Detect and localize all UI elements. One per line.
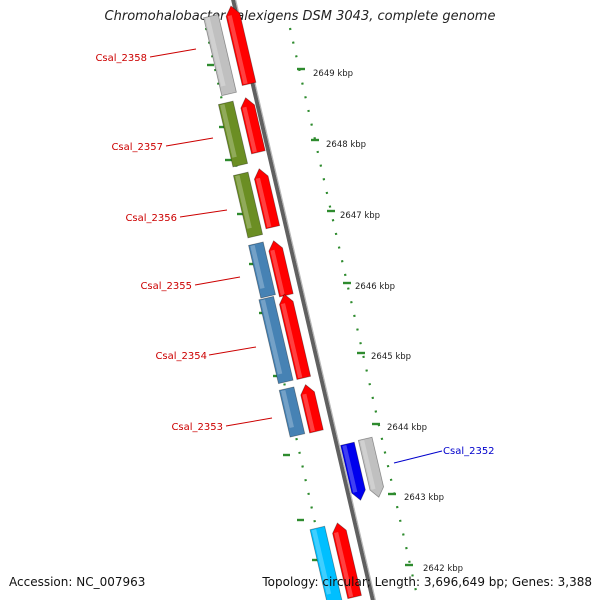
gene-block-2356 xyxy=(232,171,264,239)
cds-arrow-2354-shape xyxy=(279,293,312,380)
kbp-label-6: 2643 kbp xyxy=(404,493,444,503)
accession-text: Accession: NC_007963 xyxy=(9,575,146,589)
genome-backbone xyxy=(231,0,375,600)
cds-arrow-2354-shine xyxy=(280,303,303,379)
gene-block-2355a xyxy=(248,241,276,299)
cds-arrow-lower xyxy=(332,522,362,600)
gene-leader-1 xyxy=(165,137,214,147)
gene-block-2353-shine xyxy=(280,389,294,428)
cds-arrow-2353 xyxy=(300,383,324,434)
gene-label-1: Csal_2357 xyxy=(111,142,163,153)
kbp-label-0: 2649 kbp xyxy=(313,69,353,79)
gene-block-2358-shape xyxy=(203,13,237,97)
gene-label-4: Csal_2354 xyxy=(155,351,207,362)
gene-leader-6 xyxy=(393,450,443,464)
gene-label-5: Csal_2353 xyxy=(171,422,223,433)
cds-arrow-2357-shape xyxy=(240,97,266,155)
cds-arrow-2355-shine xyxy=(270,249,285,296)
genome-backbone-highlight xyxy=(235,0,376,600)
gene-block-2354 xyxy=(258,295,294,385)
gene-label-3: Csal_2355 xyxy=(140,281,192,292)
gene-leader-4 xyxy=(208,346,257,356)
cds-arrow-2357-shine xyxy=(242,106,257,153)
gene-block-2358-shine xyxy=(205,17,226,87)
cds-arrow-2357 xyxy=(240,97,266,155)
gene-leader-2 xyxy=(179,209,228,218)
map-title: Chromohalobacter salexigens DSM 3043, co… xyxy=(104,9,496,24)
gene-block-2352-blue-shine xyxy=(342,445,358,493)
kbp-label-4: 2645 kbp xyxy=(371,352,411,362)
gene-block-2357-shine xyxy=(220,104,237,158)
gene-block-2353 xyxy=(278,386,306,438)
cds-arrow-2356-shape xyxy=(253,168,281,230)
gene-block-2356-shape xyxy=(232,171,264,239)
gene-block-2357 xyxy=(217,100,249,168)
gene-leader-3 xyxy=(194,276,241,286)
gene-block-2352-gray-shape xyxy=(357,436,385,498)
gene-block-2357-shape xyxy=(217,100,249,168)
cds-arrow-2353-shine xyxy=(302,393,315,432)
gene-leader-5 xyxy=(225,417,273,427)
kbp-label-5: 2644 kbp xyxy=(387,423,427,433)
kbp-label-7: 2642 kbp xyxy=(423,564,463,574)
cds-arrow-lower-shine xyxy=(334,532,354,598)
gene-label-0: Csal_2358 xyxy=(95,53,147,64)
gene-block-cyan-shape xyxy=(309,525,343,600)
gene-block-cyan xyxy=(309,525,343,600)
cds-arrow-lower-shape xyxy=(332,522,362,600)
gene-block-cyan-shine xyxy=(311,529,332,595)
cds-arrow-2355-shape xyxy=(268,240,294,298)
gene-block-2356-shine xyxy=(235,175,252,229)
cds-arrow-2358-shape xyxy=(225,5,257,87)
gene-block-2352-blue xyxy=(340,441,366,501)
gene-block-2354-shine xyxy=(260,299,283,375)
gene-block-2355a-shine xyxy=(250,245,265,289)
kbp-label-3: 2646 kbp xyxy=(355,282,395,292)
gene-block-2354-shape xyxy=(258,295,294,385)
gene-block-2353-shape xyxy=(278,386,306,438)
cds-arrow-2354 xyxy=(279,293,312,380)
cds-arrow-2358-shine xyxy=(227,15,248,85)
cds-arrow-2358 xyxy=(225,5,257,87)
gene-block-2355a-shape xyxy=(248,241,276,299)
genome-stats-text: Topology: circular; Length: 3,696,649 bp… xyxy=(262,575,592,589)
gene-block-2358 xyxy=(203,13,237,97)
kbp-label-1: 2648 kbp xyxy=(326,140,366,150)
gene-block-2352-blue-shape xyxy=(340,441,366,501)
gene-label-6: Csal_2352 xyxy=(443,446,495,457)
cds-arrow-2355 xyxy=(268,240,294,298)
cds-arrow-2356 xyxy=(253,168,281,230)
gene-leader-0 xyxy=(149,48,197,58)
cds-arrow-2356-shine xyxy=(255,177,272,228)
kbp-label-2: 2647 kbp xyxy=(340,211,380,221)
gene-label-2: Csal_2356 xyxy=(125,213,177,224)
gene-block-2352-gray xyxy=(357,436,385,498)
cds-arrow-2353-shape xyxy=(300,383,324,434)
gene-block-2352-gray-shine xyxy=(360,440,376,490)
